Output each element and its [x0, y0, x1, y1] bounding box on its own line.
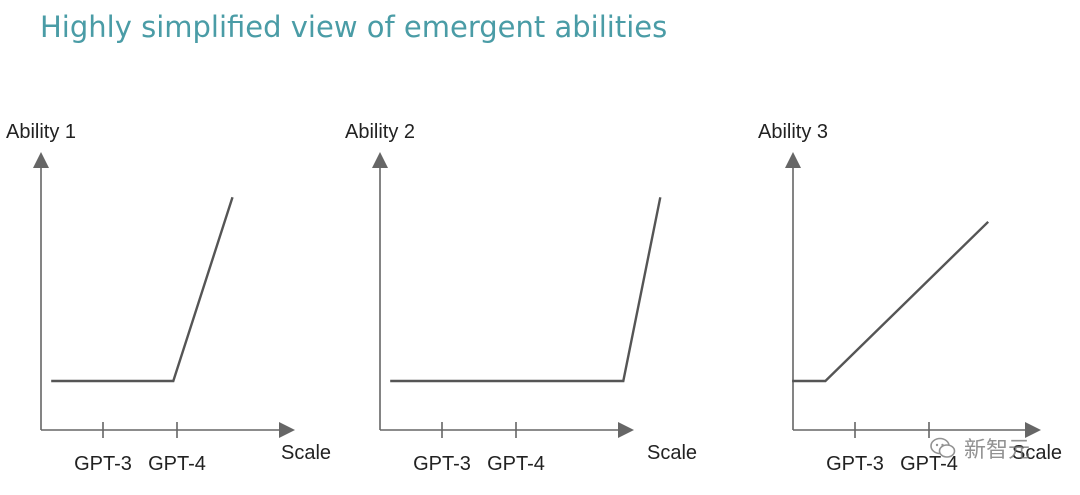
- series-line: [51, 196, 234, 383]
- series-line: [390, 197, 662, 383]
- y-axis-label: Ability 2: [345, 121, 415, 143]
- watermark-text: 新智元: [964, 438, 1031, 463]
- watermark: 新智元: [930, 432, 1030, 464]
- chart-ability-3: GPT-3 GPT-4 Ability 3 Scale: [758, 121, 1062, 475]
- x-axis-label: Scale: [647, 442, 697, 464]
- x-axis-label: Scale: [1012, 442, 1062, 464]
- x-tick-label: GPT-4: [148, 453, 206, 475]
- chart-ability-1: GPT-3 GPT-4 Ability 1 Scale: [6, 121, 331, 475]
- y-axis-label: Ability 1: [6, 121, 76, 143]
- chart-ability-2: GPT-3 GPT-4 Ability 2 Scale: [345, 121, 697, 475]
- x-axis-label: Scale: [281, 442, 331, 464]
- y-axis-label: Ability 3: [758, 121, 828, 143]
- page-title: Highly simplified view of emergent abili…: [40, 10, 668, 44]
- chat-bubble-icon: [930, 437, 956, 458]
- x-tick-label: GPT-4: [487, 453, 545, 475]
- x-tick-label: GPT-4: [900, 453, 958, 475]
- x-tick-label: GPT-3: [74, 453, 132, 475]
- x-tick-label: GPT-3: [413, 453, 471, 475]
- x-tick-label: GPT-3: [826, 453, 884, 475]
- series-line: [792, 220, 990, 383]
